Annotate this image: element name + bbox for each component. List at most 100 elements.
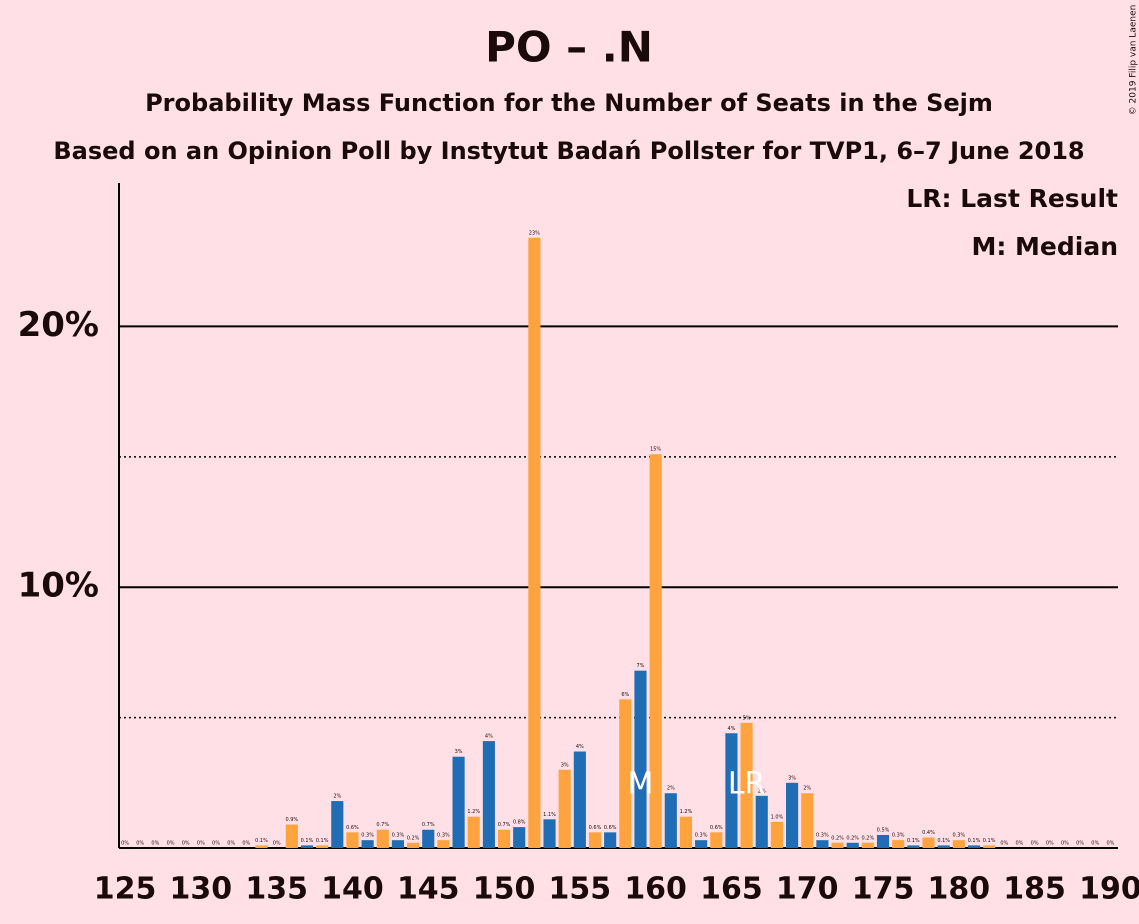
value-label: 2% [758, 788, 766, 794]
bar [725, 733, 738, 848]
bar [892, 840, 905, 848]
bar [376, 829, 389, 848]
value-label: 23% [529, 230, 540, 236]
bar [922, 837, 935, 848]
bar [937, 845, 950, 848]
chart-title: PO – .N [485, 23, 653, 72]
value-label: 0.1% [907, 838, 920, 844]
value-label: 0.3% [361, 833, 374, 839]
value-label: 7% [637, 663, 645, 669]
value-label: 6% [621, 692, 629, 698]
bar [801, 793, 814, 848]
x-tick-label: 175 [852, 872, 915, 907]
value-label: 0.6% [346, 825, 359, 831]
value-label: 0.8% [513, 820, 526, 826]
bar [255, 845, 268, 848]
value-label: 0.1% [968, 838, 981, 844]
value-label: 1.2% [467, 809, 480, 815]
y-tick-label: 10% [18, 566, 99, 606]
value-label: 0.6% [710, 825, 723, 831]
bar [300, 845, 314, 848]
value-label: 0.3% [392, 833, 405, 839]
value-label: 0% [1106, 841, 1114, 847]
value-label: 0.3% [892, 833, 905, 839]
x-tick-label: 190 [1079, 872, 1139, 907]
annotation: LR [728, 767, 766, 802]
value-label: 0.1% [255, 838, 268, 844]
bar [695, 840, 708, 848]
value-label: 0.2% [862, 835, 875, 841]
value-label: 0.5% [877, 827, 890, 833]
value-label: 1.0% [771, 814, 784, 820]
bar [467, 816, 480, 848]
bar [588, 832, 602, 848]
legend-entry: LR: Last Result [906, 184, 1118, 213]
bar [967, 845, 981, 848]
x-tick-label: 150 [473, 872, 536, 907]
value-label: 0% [1031, 841, 1039, 847]
x-tick-label: 180 [928, 872, 991, 907]
bar [604, 832, 617, 848]
y-tick-label: 20% [18, 305, 99, 345]
value-label: 2% [667, 786, 675, 792]
value-label: 3% [788, 775, 796, 781]
chart-subtitle: Probability Mass Function for the Number… [145, 89, 993, 117]
value-label: 0% [1091, 841, 1099, 847]
value-label: 0% [1076, 841, 1084, 847]
bar [361, 840, 374, 848]
value-label: 4% [485, 734, 493, 740]
value-label: 0.7% [376, 822, 389, 828]
value-label: 0% [121, 841, 129, 847]
bar [422, 829, 435, 848]
value-label: 0.1% [301, 838, 314, 844]
value-label: 2% [803, 786, 811, 792]
bar [619, 699, 632, 848]
value-label: 0% [167, 841, 175, 847]
bar [664, 793, 677, 848]
bar [907, 845, 920, 848]
value-label: 0% [182, 841, 190, 847]
value-label: 0.4% [922, 830, 935, 836]
value-label: 0.3% [816, 833, 829, 839]
bar [558, 769, 571, 848]
x-tick-label: 185 [1003, 872, 1066, 907]
bar [316, 845, 329, 848]
bar [285, 824, 298, 848]
chart-subtitle: Based on an Opinion Poll by Instytut Bad… [53, 137, 1084, 165]
x-tick-label: 135 [245, 872, 308, 907]
value-label: 0% [1015, 841, 1023, 847]
bar [710, 832, 723, 848]
bar [861, 842, 874, 848]
bar [437, 840, 450, 848]
value-label: 0% [136, 841, 144, 847]
value-label: 0% [1061, 841, 1069, 847]
bar [846, 842, 859, 848]
value-label: 4% [727, 726, 735, 732]
value-label: 0% [151, 841, 159, 847]
bar [452, 756, 465, 848]
value-label: 1.1% [543, 812, 556, 818]
value-label: 0% [242, 841, 250, 847]
value-label: 0.2% [831, 835, 844, 841]
value-label: 0% [1046, 841, 1054, 847]
value-label: 4% [576, 744, 584, 750]
value-label: 2% [333, 794, 341, 800]
value-label: 0.7% [422, 822, 435, 828]
copyright: © 2019 Filip van Laenen [1129, 5, 1139, 116]
value-label: 0.1% [983, 838, 996, 844]
value-label: 0% [197, 841, 205, 847]
bar [497, 829, 511, 848]
bar [649, 454, 662, 848]
bar [391, 840, 404, 848]
value-label: 0.2% [846, 835, 859, 841]
x-tick-label: 165 [700, 872, 763, 907]
bar [407, 842, 420, 848]
bar [816, 840, 829, 848]
value-label: 0% [1000, 841, 1008, 847]
value-label: 0.6% [604, 825, 617, 831]
bar [755, 795, 768, 848]
value-label: 0.2% [407, 835, 420, 841]
value-label: 0.1% [316, 838, 329, 844]
value-label: 0.7% [498, 822, 511, 828]
